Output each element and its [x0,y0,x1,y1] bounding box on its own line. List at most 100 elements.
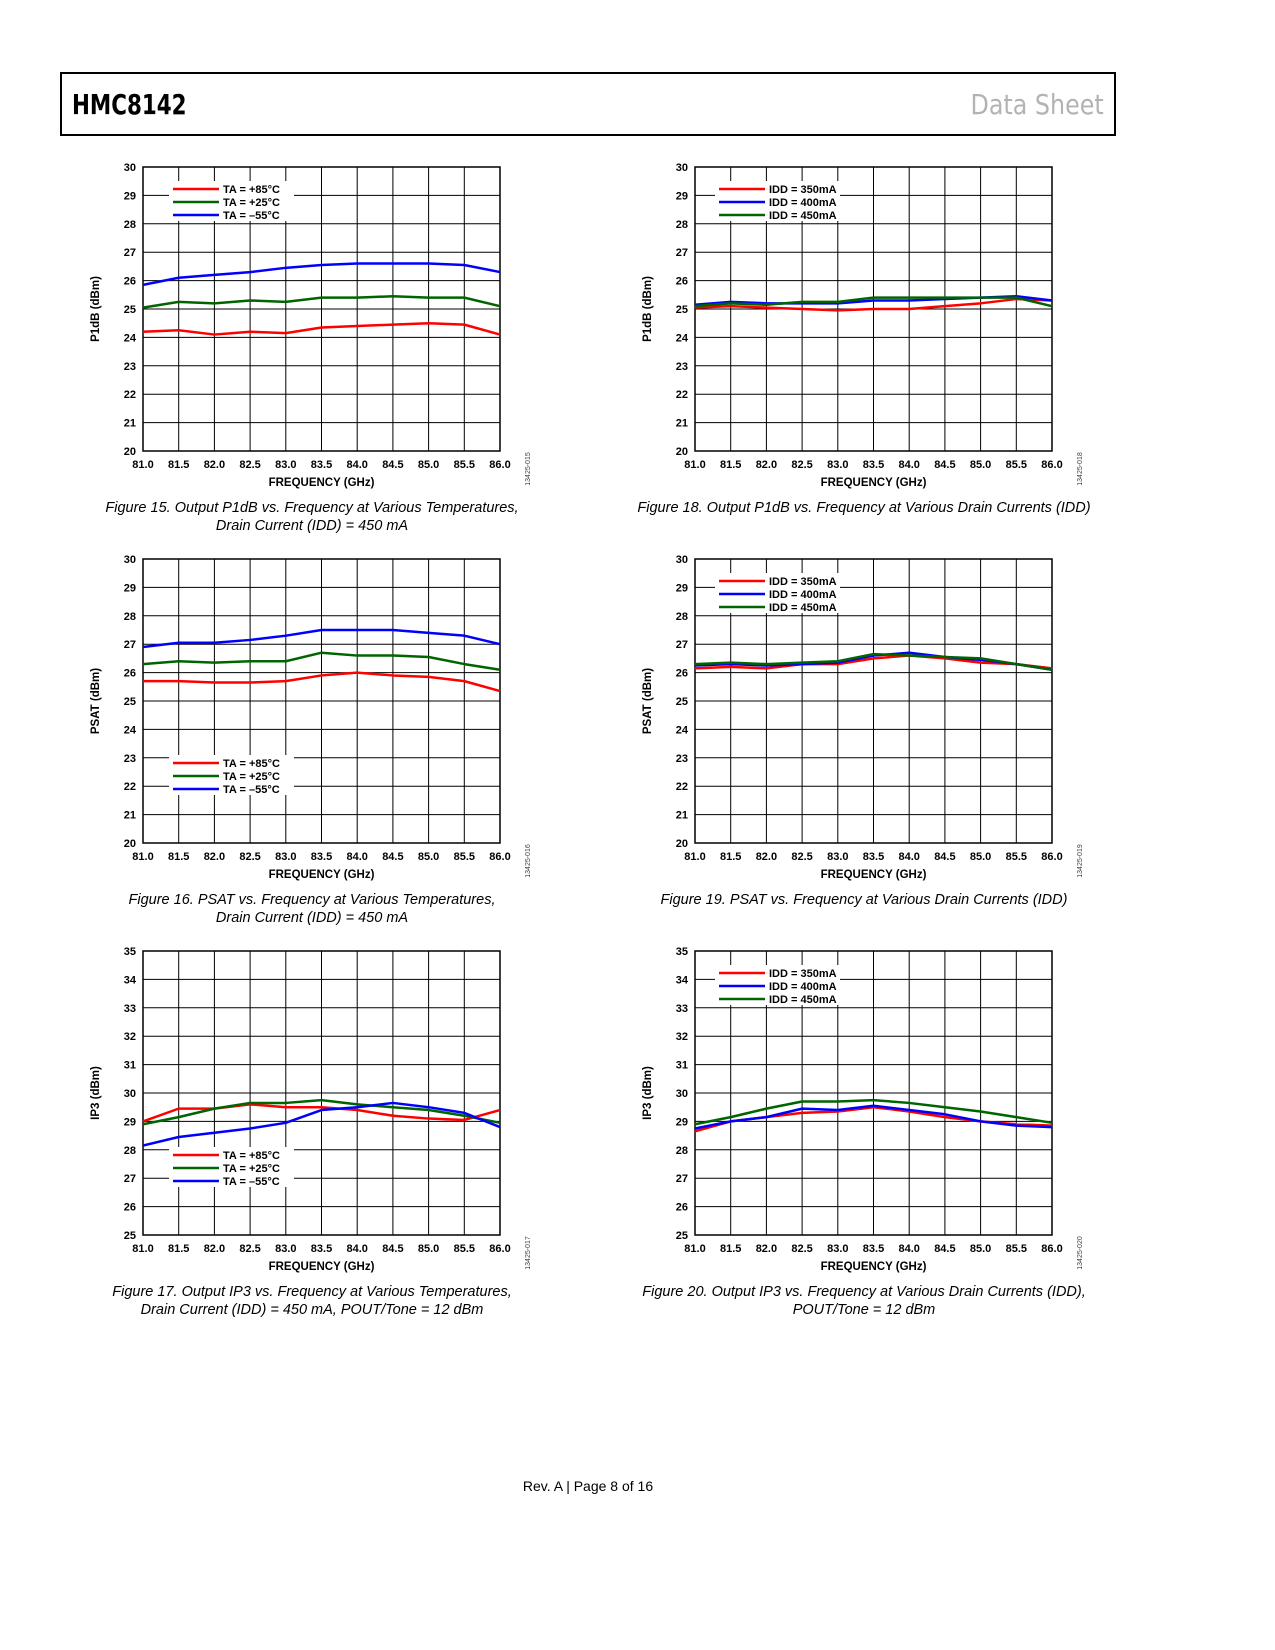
y-tick-label: 28 [676,1145,688,1157]
y-tick-label: 26 [676,276,688,288]
x-tick-label: 82.5 [791,851,812,863]
figure-code: 13425-015 [525,452,532,486]
y-tick-label: 35 [124,946,136,958]
y-tick-label: 21 [676,418,688,430]
x-tick-label: 85.0 [970,851,991,863]
x-tick-label: 85.0 [970,459,991,471]
y-tick-label: 22 [676,781,688,793]
series-line [143,671,501,693]
x-tick-label: 84.5 [934,851,955,863]
y-tick-label: 25 [124,1230,136,1242]
y-tick-label: 24 [124,724,137,736]
x-tick-label: 82.5 [239,851,260,863]
y-tick-label: 27 [124,247,136,259]
figure-code: 13425-016 [525,844,532,878]
y-tick-label: 25 [676,304,688,316]
legend-label: IDD = 400mA [769,197,837,209]
caption-line: Figure 17. Output IP3 vs. Frequency at V… [112,1284,512,1300]
series-line [142,262,501,287]
y-tick-label: 34 [676,974,689,986]
figure-caption: Figure 17. Output IP3 vs. Frequency at V… [52,1283,572,1319]
x-tick-label: 83.5 [863,1243,884,1255]
y-tick-label: 21 [124,810,136,822]
caption-line: POUT/Tone = 12 dBm [792,1302,936,1318]
y-tick-label: 32 [124,1031,136,1043]
y-tick-label: 20 [124,838,136,850]
x-tick-label: 82.0 [204,1243,225,1255]
x-axis-label: FREQUENCY (GHz) [269,1261,375,1273]
legend-label: IDD = 400mA [769,981,837,993]
y-tick-label: 27 [124,639,136,651]
legend-label: TA = +25°C [223,197,280,209]
x-tick-label: 84.0 [898,851,919,863]
x-tick-label: 85.5 [1006,851,1027,863]
y-tick-label: 30 [676,162,688,174]
x-tick-label: 85.5 [454,851,475,863]
chart-fig19: 81.0 81.5 82.0 82.5 83.0 83.5 84.0 84.5 85.0 85.5… [642,554,1084,881]
y-tick-label: 23 [676,753,688,765]
x-tick-label: 84.5 [382,851,403,863]
caption-line: Drain Current (IDD) = 450 mA [215,518,409,534]
x-tick-label: 84.0 [346,1243,367,1255]
y-tick-label: 27 [124,1173,136,1185]
y-axis-label: IP3 (dBm) [642,1066,654,1120]
y-tick-label: 33 [676,1003,688,1015]
x-tick-label: 86.0 [489,459,510,471]
y-tick-label: 31 [124,1060,136,1072]
plot-frame [142,950,501,1236]
chart-fig16: 81.0 81.5 82.0 82.5 83.0 83.5 84.0 84.5 85.0 85.5… [90,554,532,881]
y-axis-label: IP3 (dBm) [90,1066,102,1120]
x-tick-label: 86.0 [489,1243,510,1255]
y-tick-label: 30 [124,162,136,174]
series-line [142,1101,501,1147]
y-tick-label: 23 [124,753,136,765]
x-tick-label: 82.0 [204,459,225,471]
x-tick-label: 81.0 [684,851,705,863]
series-line [694,1098,1053,1126]
y-axis-label: PSAT (dBm) [90,668,102,734]
x-axis-label: FREQUENCY (GHz) [269,477,375,489]
y-tick-label: 28 [124,219,136,231]
x-tick-label: 85.5 [1006,1243,1027,1255]
figure-code: 13425-017 [525,1236,532,1270]
x-tick-label: 83.0 [275,1243,296,1255]
legend-label: TA = –55°C [223,784,280,796]
y-tick-label: 21 [124,418,136,430]
series-line [694,296,1053,308]
x-tick-label: 81.5 [168,1243,189,1255]
caption-line: Figure 19. PSAT vs. Frequency at Various… [660,892,1068,908]
plot-frame [694,166,1053,452]
x-tick-label: 81.0 [684,1243,705,1255]
series-line [694,652,1053,671]
y-tick-label: 30 [676,1088,688,1100]
figure-caption: Figure 20. Output IP3 vs. Frequency at V… [604,1283,1124,1319]
x-tick-label: 85.5 [454,459,475,471]
x-tick-label: 86.0 [1041,459,1062,471]
y-tick-label: 28 [676,219,688,231]
legend-label: IDD = 350mA [769,184,837,196]
y-tick-label: 29 [124,1116,136,1128]
y-tick-label: 27 [676,1173,688,1185]
series-line [142,628,501,649]
y-tick-label: 30 [124,554,136,566]
y-tick-label: 29 [676,190,688,202]
y-tick-label: 29 [124,190,136,202]
x-tick-label: 85.0 [418,1243,439,1255]
figure-caption: Figure 19. PSAT vs. Frequency at Various… [604,891,1124,909]
caption-line: Figure 16. PSAT vs. Frequency at Various… [128,892,496,908]
x-tick-label: 81.5 [720,1243,741,1255]
x-tick-label: 83.5 [863,851,884,863]
caption-line: Drain Current (IDD) = 450 mA [215,910,409,926]
y-tick-label: 27 [676,247,688,259]
x-tick-label: 84.5 [934,1243,955,1255]
page-header: HMC8142 Data Sheet [60,72,1116,136]
y-axis-label: P1dB (dBm) [90,276,102,342]
x-tick-label: 86.0 [489,851,510,863]
caption-line: Figure 20. Output IP3 vs. Frequency at V… [642,1284,1086,1300]
y-tick-label: 29 [676,582,688,594]
figure-caption: Figure 18. Output P1dB vs. Frequency at … [604,499,1124,517]
x-tick-label: 85.5 [454,1243,475,1255]
y-tick-label: 20 [676,446,688,458]
legend-label: TA = +85°C [223,1150,280,1162]
y-tick-label: 22 [124,781,136,793]
